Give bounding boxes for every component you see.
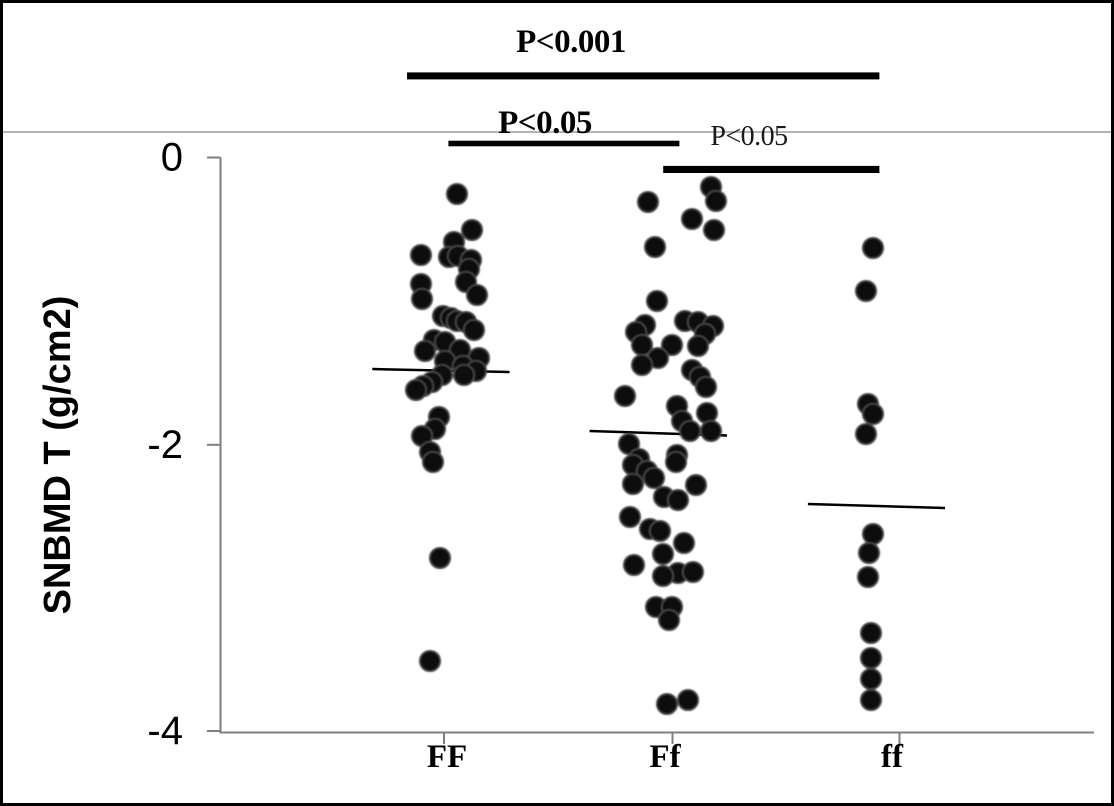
svg-text:-4: -4: [147, 709, 183, 753]
svg-text:ff: ff: [881, 739, 904, 775]
svg-text:-2: -2: [147, 423, 183, 467]
svg-text:SNBMD T (g/cm2): SNBMD T (g/cm2): [37, 296, 79, 615]
svg-text:P<0.05: P<0.05: [498, 105, 592, 141]
svg-text:Ff: Ff: [649, 739, 681, 775]
svg-text:P<0.05: P<0.05: [710, 121, 787, 152]
svg-text:0: 0: [161, 136, 183, 180]
svg-text:FF: FF: [427, 739, 467, 775]
svg-text:P<0.001: P<0.001: [516, 24, 626, 60]
